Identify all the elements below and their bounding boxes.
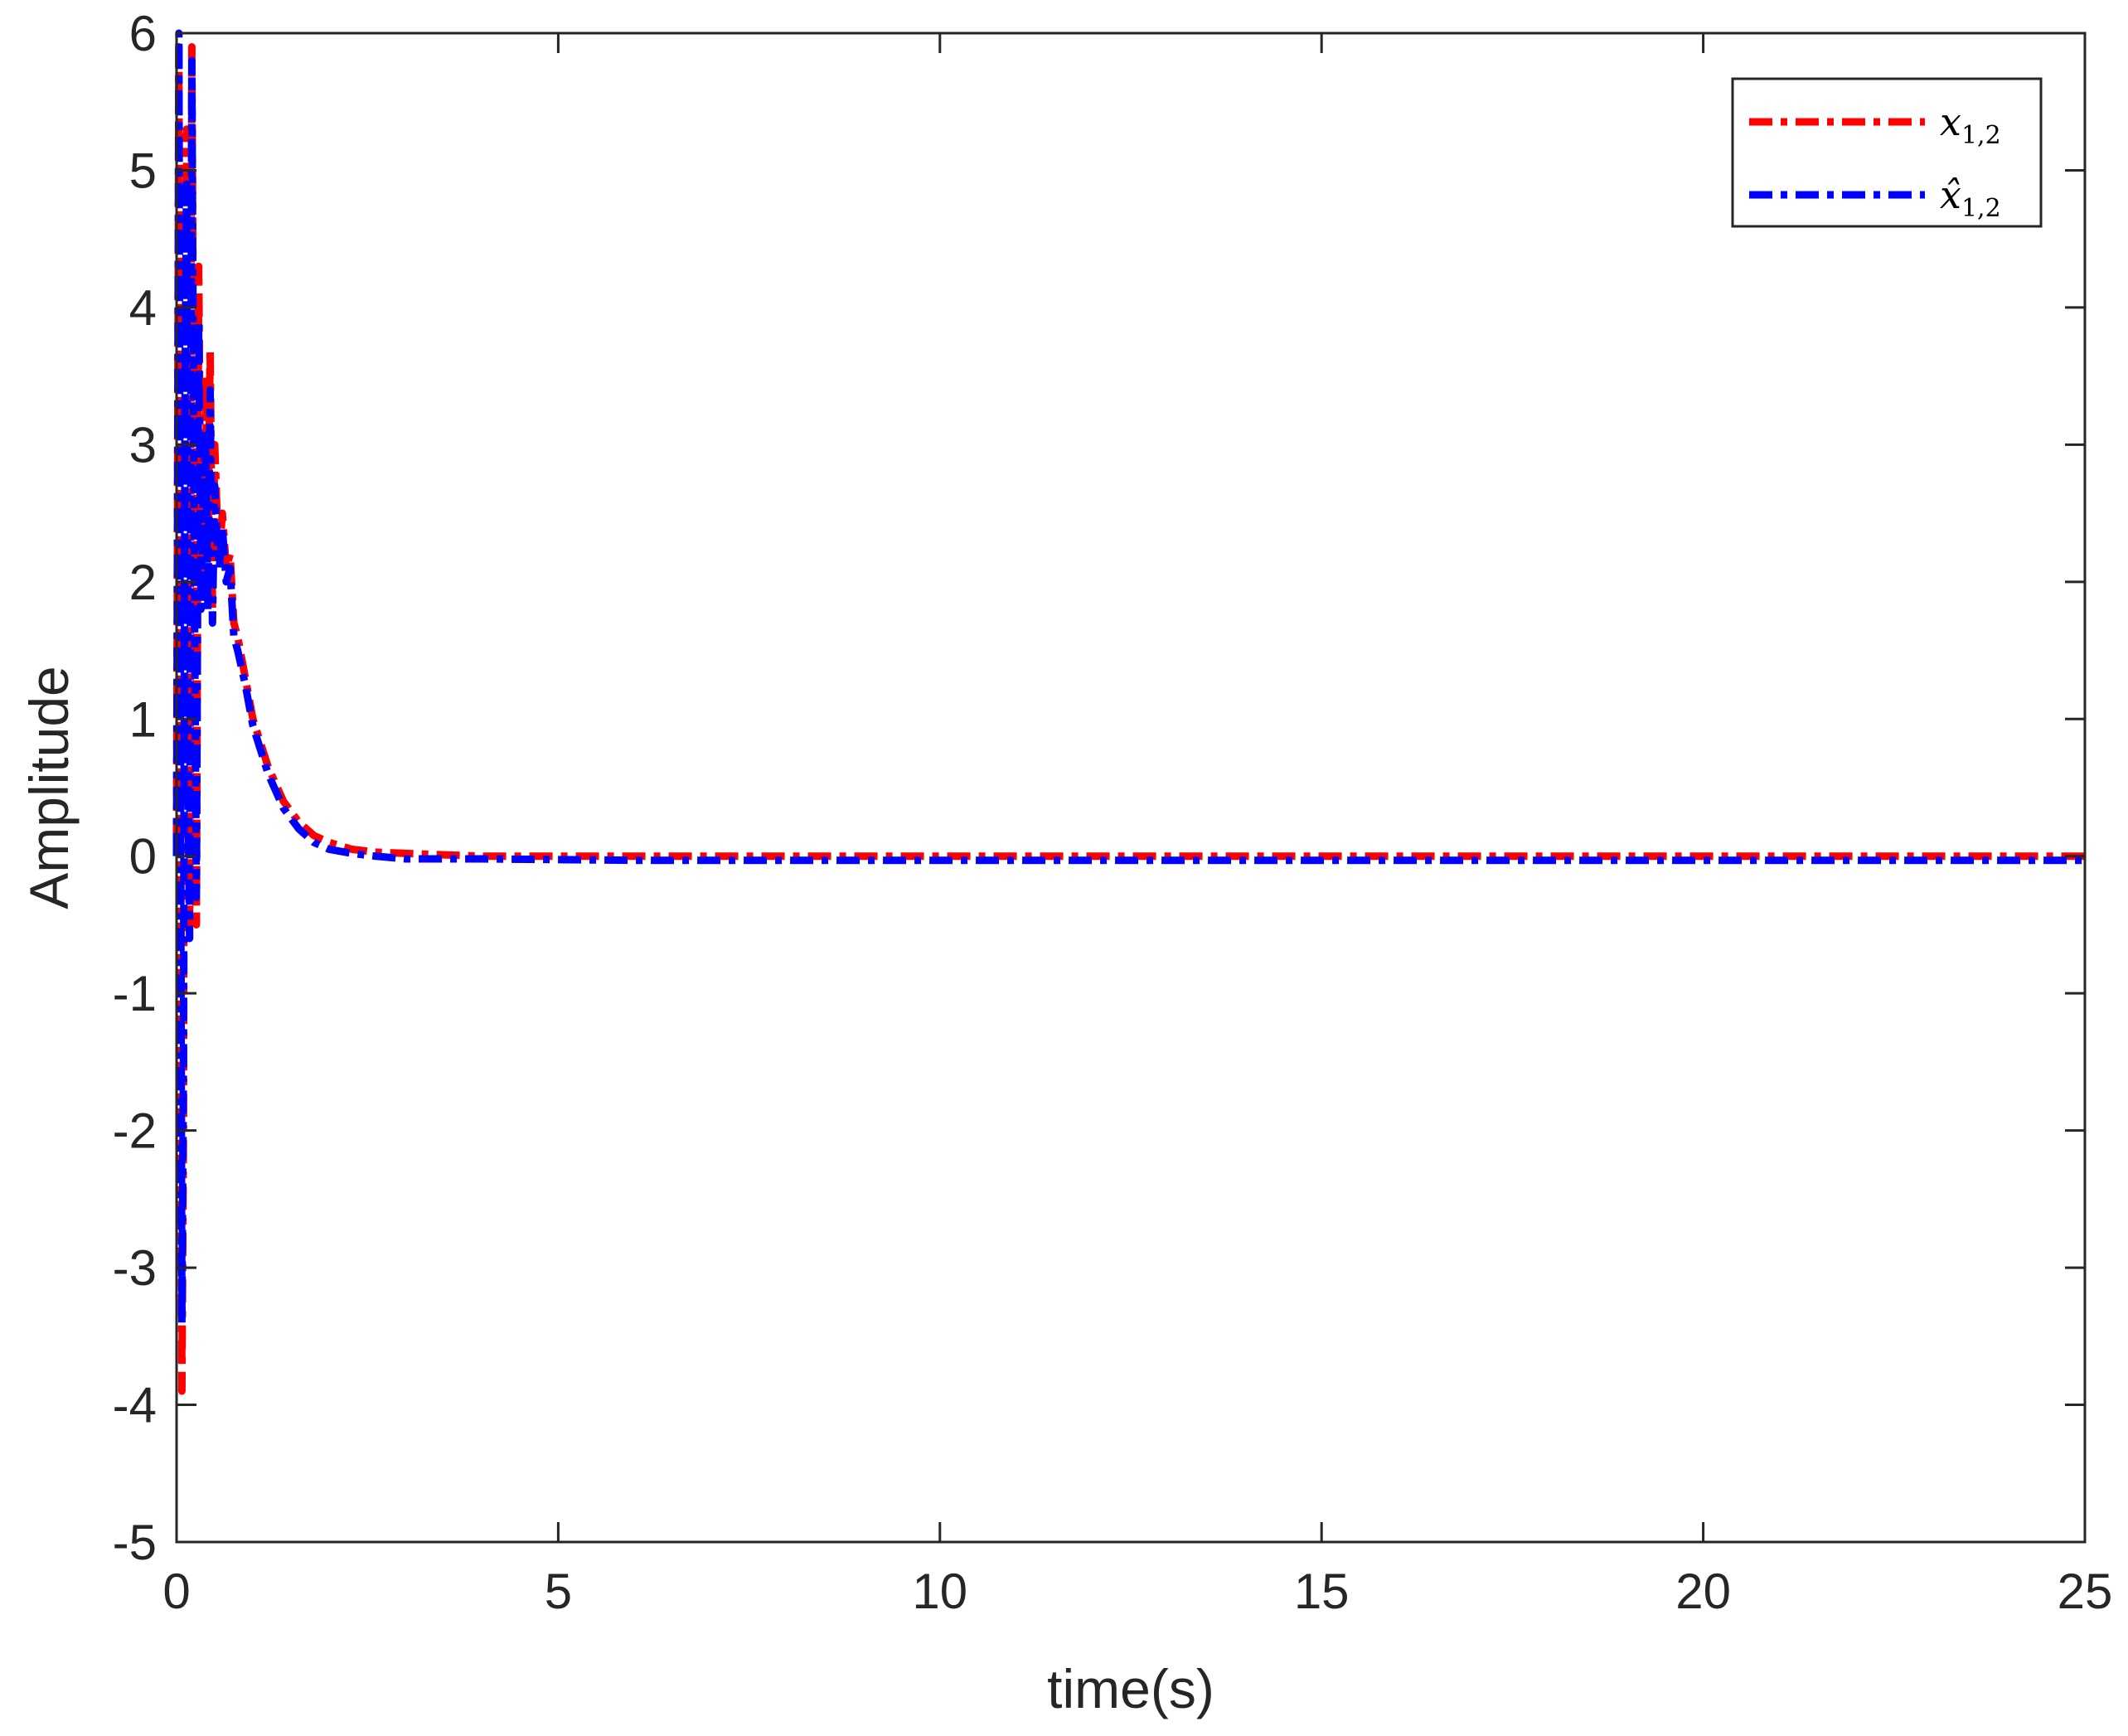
legend-name: x̂: [1940, 172, 1961, 217]
y-tick-label: -1: [113, 966, 157, 1021]
x-tick-label: 25: [2058, 1564, 2113, 1619]
legend-subscript: 1,2: [1961, 194, 2001, 223]
x-tick-label: 10: [912, 1564, 967, 1619]
legend-box: [1731, 77, 2043, 228]
x-tick-label: 20: [1675, 1564, 1731, 1619]
y-tick-label: 3: [129, 417, 157, 473]
legend-name: x: [1940, 99, 1961, 144]
x-tick-label: 0: [162, 1564, 190, 1619]
y-tick-label: -4: [113, 1378, 157, 1433]
y-tick-label: -2: [113, 1103, 157, 1159]
x-axis-label: time(s): [1047, 1658, 1214, 1719]
legend-subscript: 1,2: [1961, 121, 2001, 150]
series-layer: [172, 29, 2085, 1395]
legend-label-0: x1,2: [1940, 99, 2001, 150]
x-tick-label: 5: [545, 1564, 572, 1619]
y-tick-label: 2: [129, 555, 157, 610]
y-tick-label: -3: [113, 1240, 157, 1296]
x-tick-label: 15: [1294, 1564, 1350, 1619]
y-tick-label: 0: [129, 829, 157, 885]
y-tick-label: 1: [129, 691, 157, 747]
legend-label-1: x̂1,2: [1940, 172, 2001, 223]
series-line-1: [172, 29, 2085, 1326]
y-tick-label: -5: [113, 1515, 157, 1570]
y-axis-label: Amplitude: [18, 666, 80, 909]
plot-frame: [175, 32, 2087, 1544]
legend: x1,2x̂1,2: [1731, 77, 2043, 228]
y-tick-label: 6: [129, 6, 157, 61]
y-tick-label: 4: [129, 280, 157, 336]
tick-layer: 0 5 10 15 20 25 -5 -4 -3 -2 -1 0 1 2 3 4 5 6: [113, 6, 2113, 1619]
y-tick-label: 5: [129, 143, 157, 198]
